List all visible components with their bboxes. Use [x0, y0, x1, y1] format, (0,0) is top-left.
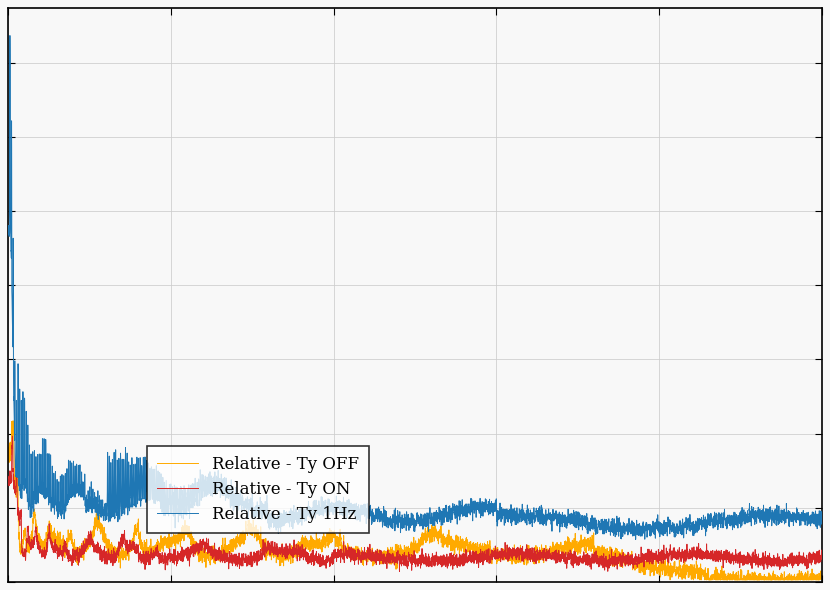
Line: Relative - Ty OFF: Relative - Ty OFF [8, 421, 822, 580]
Relative - Ty ON [298, 550, 308, 558]
Relative - Ty ON [485, 555, 495, 562]
Relative - Ty OFF [665, 576, 675, 584]
Relative - Ty OFF [45, 522, 55, 529]
Relative - Ty OFF [485, 545, 495, 552]
Relative - Ty OFF [607, 546, 617, 553]
Relative - Ty 1Hz [3, 229, 13, 236]
Relative - Ty ON [817, 555, 827, 562]
Relative - Ty OFF [298, 536, 308, 543]
Relative - Ty 1Hz [520, 518, 530, 525]
Relative - Ty 1Hz [5, 32, 15, 39]
Relative - Ty 1Hz [631, 536, 641, 543]
Relative - Ty OFF [650, 562, 660, 569]
Relative - Ty ON [3, 474, 13, 481]
Relative - Ty 1Hz [485, 504, 495, 512]
Relative - Ty OFF [8, 417, 18, 424]
Relative - Ty ON [520, 550, 530, 557]
Relative - Ty ON [394, 568, 404, 575]
Relative - Ty OFF [3, 447, 13, 454]
Line: Relative - Ty 1Hz: Relative - Ty 1Hz [8, 35, 822, 539]
Relative - Ty ON [7, 432, 17, 440]
Relative - Ty OFF [520, 550, 530, 557]
Relative - Ty OFF [817, 575, 827, 582]
Relative - Ty 1Hz [45, 498, 55, 505]
Relative - Ty 1Hz [817, 513, 827, 520]
Relative - Ty 1Hz [650, 525, 660, 532]
Line: Relative - Ty ON: Relative - Ty ON [8, 436, 822, 572]
Relative - Ty ON [607, 551, 617, 558]
Relative - Ty 1Hz [298, 507, 308, 514]
Legend: Relative - Ty OFF, Relative - Ty ON, Relative - Ty 1Hz: Relative - Ty OFF, Relative - Ty ON, Rel… [147, 445, 369, 533]
Relative - Ty 1Hz [607, 522, 617, 529]
Relative - Ty ON [45, 525, 55, 532]
Relative - Ty ON [650, 552, 660, 559]
